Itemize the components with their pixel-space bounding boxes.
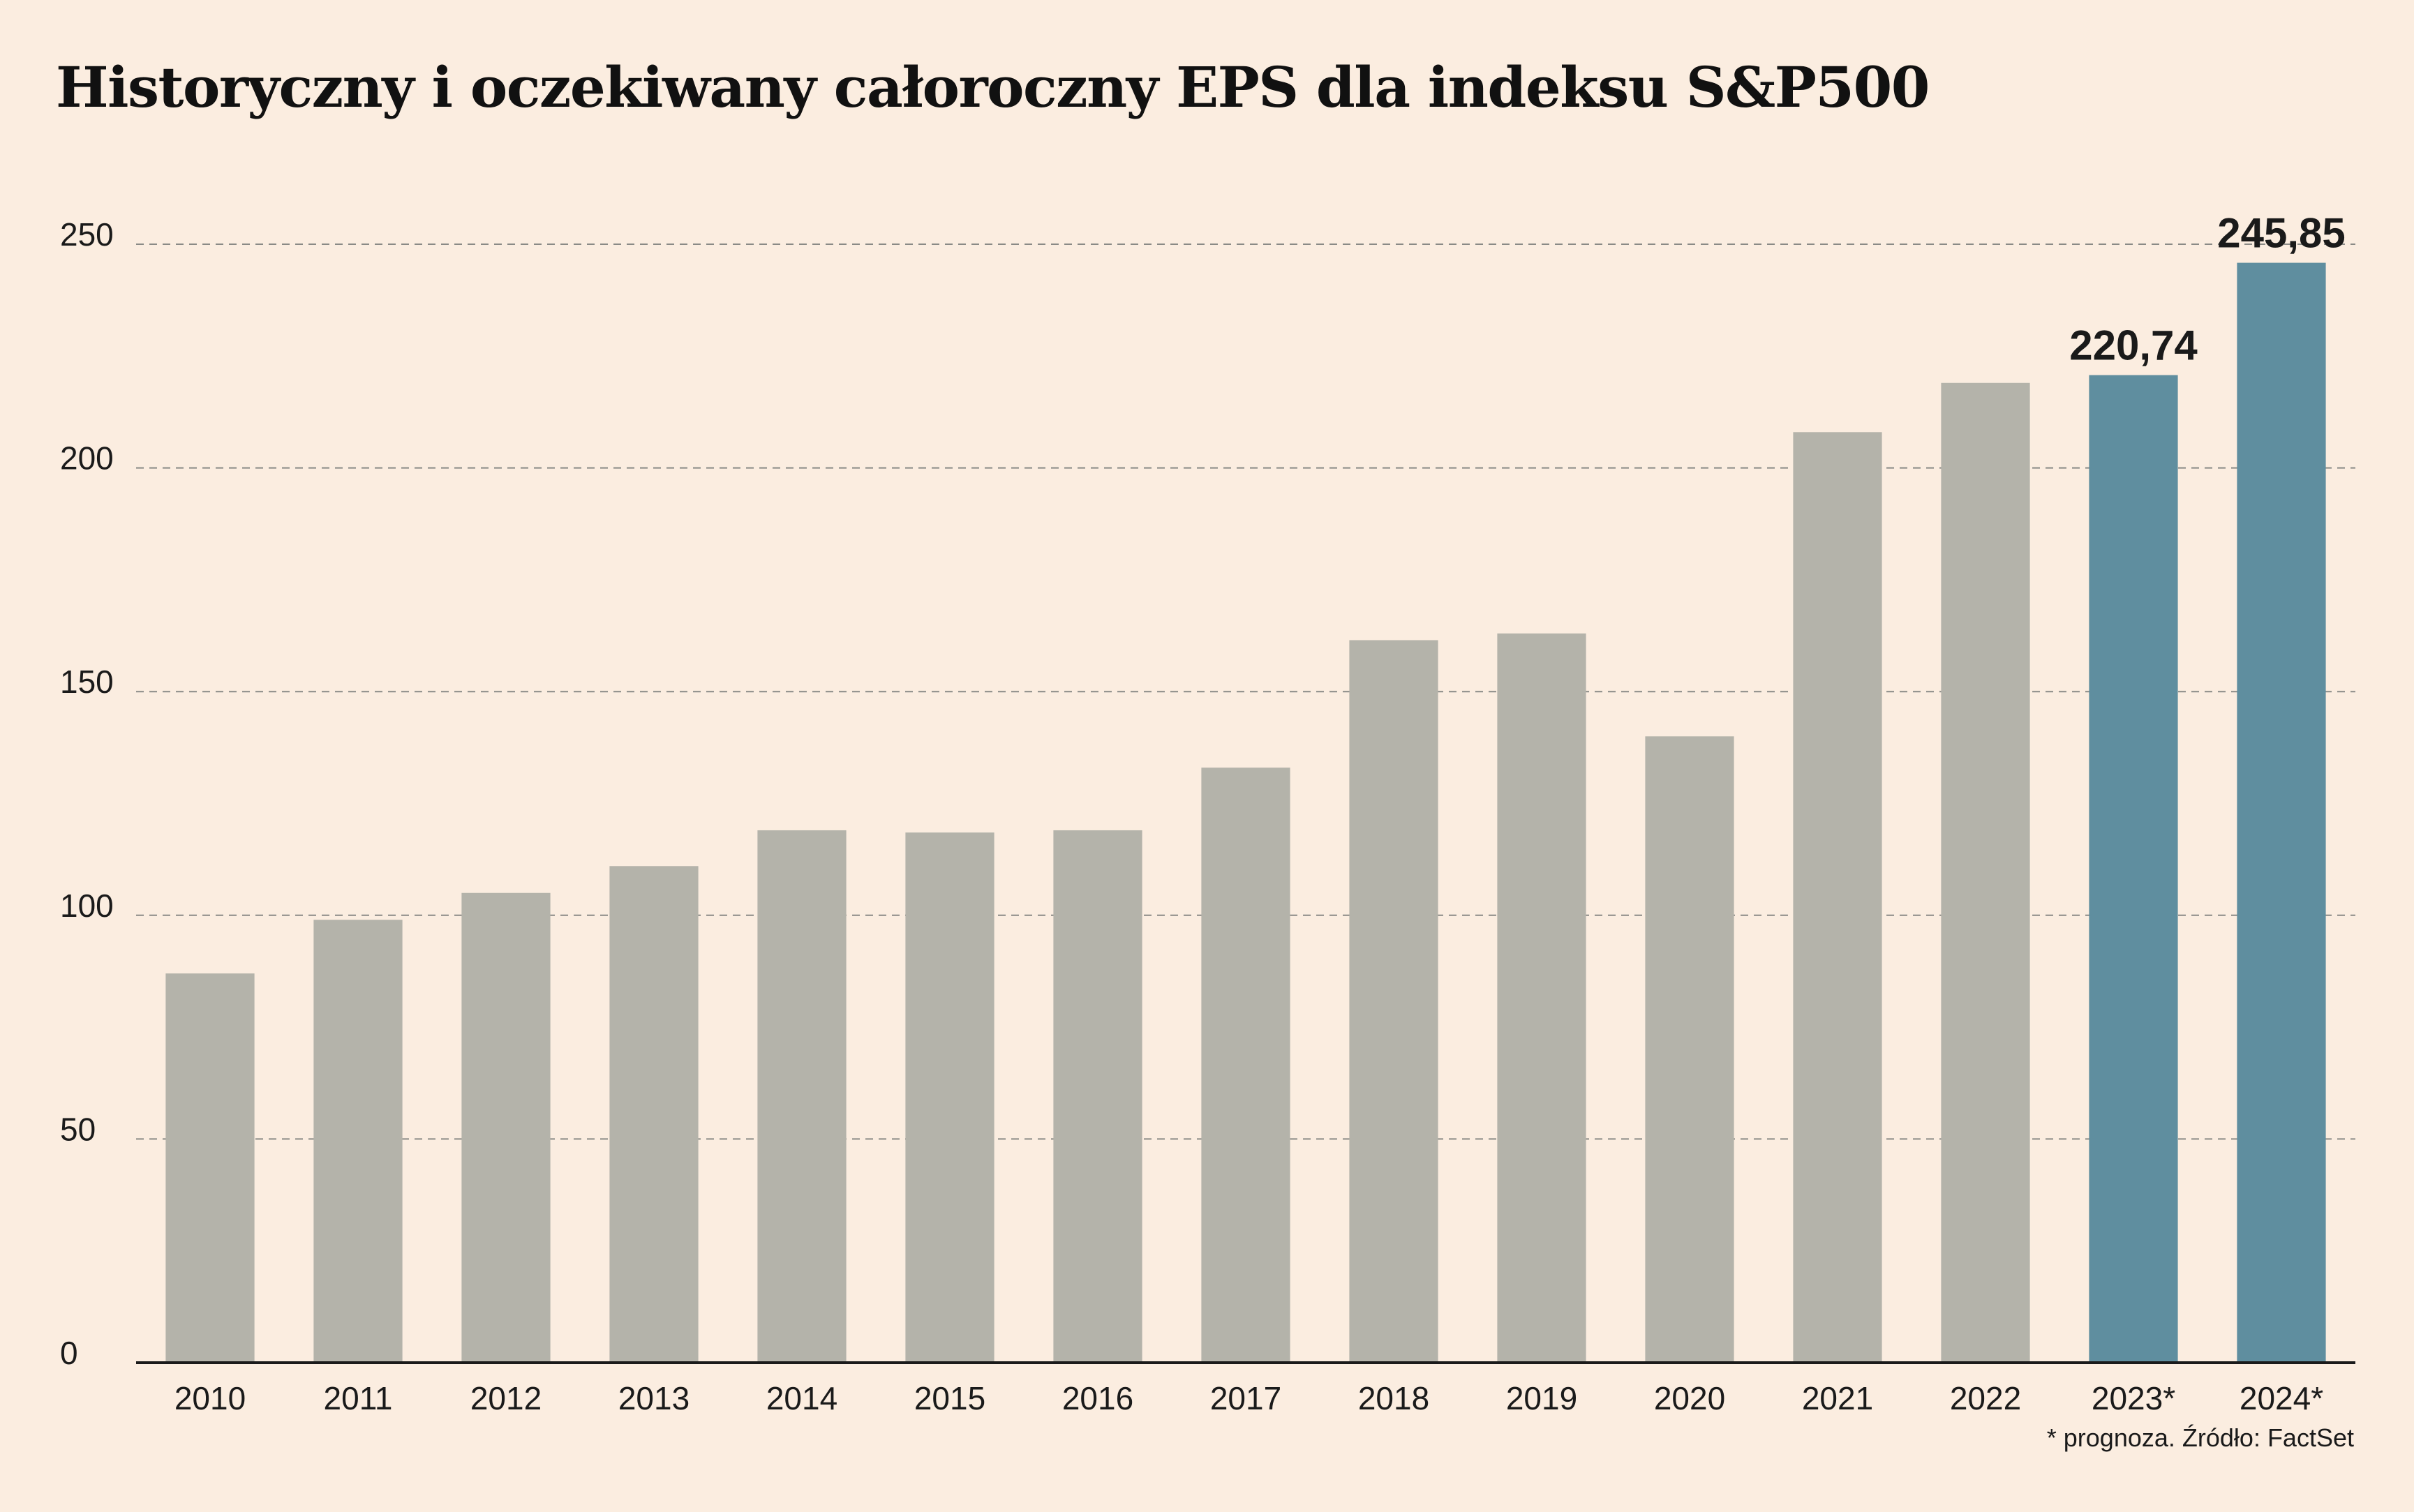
chart-title: Historyczny i oczekiwany całoroczny EPS …: [56, 54, 1930, 120]
x-tick-label: 2014: [766, 1380, 837, 1416]
x-tick-label: 2018: [1358, 1380, 1429, 1416]
data-labels: 220,74 245,85: [2069, 210, 2346, 369]
x-tick-label: 2011: [324, 1380, 393, 1416]
data-label: 245,85: [2217, 210, 2346, 257]
bar: [2237, 262, 2326, 1363]
x-tick-label: 2012: [470, 1380, 542, 1416]
source-footnote: * prognoza. Źródło: FactSet: [2046, 1423, 2354, 1452]
x-tick-label: 2023*: [2092, 1380, 2175, 1416]
y-tick-label: 0: [60, 1335, 78, 1371]
bar: [905, 832, 994, 1363]
bar: [1053, 830, 1142, 1363]
y-tick-label: 250: [60, 216, 114, 253]
x-tick-label: 2016: [1062, 1380, 1133, 1416]
x-tick-label: 2010: [174, 1380, 246, 1416]
x-tick-label: 2015: [914, 1380, 985, 1416]
x-tick-label: 2019: [1506, 1380, 1577, 1416]
y-tick-label: 200: [60, 440, 114, 477]
bar: [757, 830, 847, 1363]
bar: [1941, 382, 2030, 1363]
bar: [165, 973, 255, 1363]
x-tick-label: 2021: [1802, 1380, 1873, 1416]
x-tick-label: 2022: [1950, 1380, 2021, 1416]
y-tick-label: 150: [60, 664, 114, 700]
bar: [1793, 432, 1882, 1363]
bar: [461, 892, 551, 1363]
x-axis-ticks: 2010 2011 2012 2013 2014 2015 2016 2017 2018 2019…: [174, 1380, 2323, 1416]
bar: [1497, 633, 1586, 1363]
bar: [2089, 375, 2178, 1363]
bar: [1349, 640, 1438, 1363]
bar: [1201, 768, 1290, 1363]
x-tick-label: 2013: [618, 1380, 690, 1416]
bar: [1645, 736, 1734, 1363]
bar: [313, 920, 403, 1363]
y-tick-label: 50: [60, 1111, 96, 1147]
data-label: 220,74: [2069, 322, 2198, 369]
x-tick-label: 2020: [1654, 1380, 1725, 1416]
bars: [165, 262, 2326, 1363]
x-tick-label: 2024*: [2240, 1380, 2323, 1416]
y-tick-label: 100: [60, 888, 114, 924]
x-tick-label: 2017: [1210, 1380, 1281, 1416]
bar: [609, 866, 699, 1363]
y-axis-ticks: 0 50 100 150 200 250: [60, 216, 114, 1371]
